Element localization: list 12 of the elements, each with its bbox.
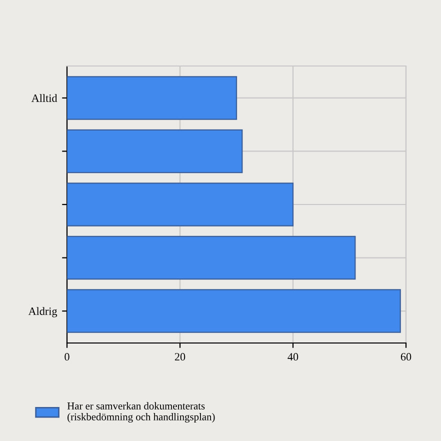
x-tick-label: 0	[64, 353, 70, 361]
bar	[67, 182, 294, 226]
bar	[67, 236, 356, 280]
x-tick-label: 20	[174, 353, 186, 361]
y-tick-label: Aldrig	[28, 307, 58, 318]
legend-label: Har er samverkan dokumenterats (riskbedömning och handlingsplan)	[67, 402, 215, 423]
bar	[67, 129, 243, 174]
x-tick-label: 40	[288, 353, 298, 361]
x-tick-label: 60	[400, 353, 412, 361]
bar	[67, 76, 238, 120]
bar	[67, 289, 401, 333]
y-tick-label: Alltid	[31, 94, 58, 102]
